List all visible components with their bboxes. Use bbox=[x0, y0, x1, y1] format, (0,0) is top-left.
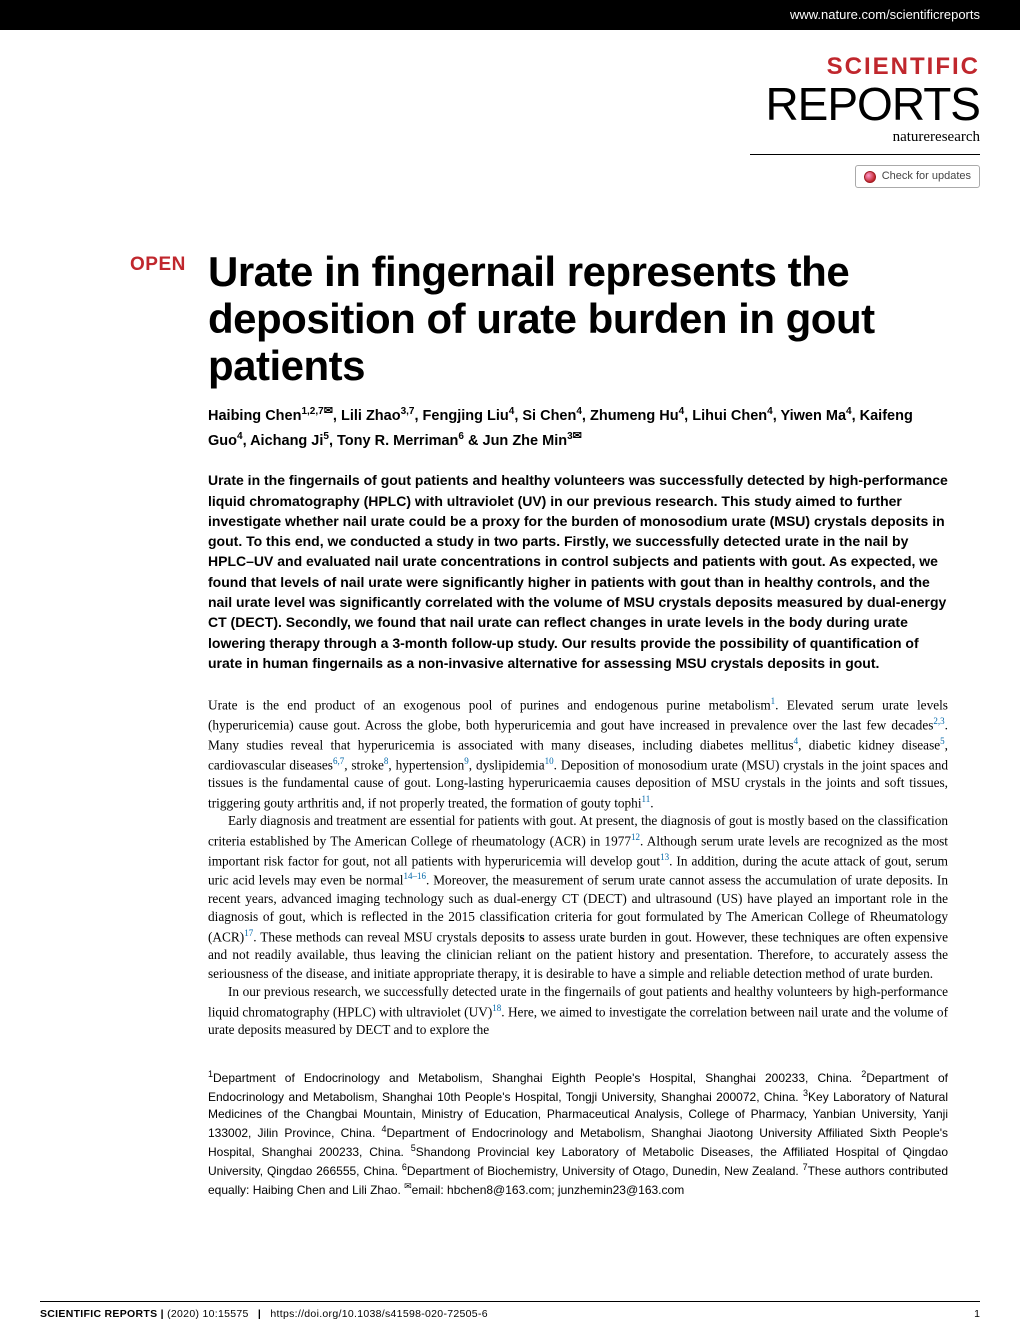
page-footer: SCIENTIFIC REPORTS | (2020) 10:15575 | h… bbox=[40, 1301, 980, 1322]
journal-url-bar: www.nature.com/scientificreports bbox=[0, 0, 1020, 30]
article-main: Urate in fingernail represents the depos… bbox=[208, 248, 948, 1199]
logo-reports: REPORTS bbox=[750, 84, 980, 125]
paragraph: In our previous research, we successfull… bbox=[208, 983, 948, 1039]
crossmark-icon bbox=[864, 171, 876, 183]
abstract: Urate in the fingernails of gout patient… bbox=[208, 470, 948, 673]
author-list: Haibing Chen1,2,7✉, Lili Zhao3,7, Fengji… bbox=[208, 403, 948, 452]
journal-url: www.nature.com/scientificreports bbox=[790, 7, 980, 22]
footer-left: SCIENTIFIC REPORTS | (2020) 10:15575 | h… bbox=[40, 1307, 488, 1322]
check-updates-button[interactable]: Check for updates bbox=[855, 165, 980, 188]
article-title: Urate in fingernail represents the depos… bbox=[208, 248, 948, 389]
paragraph: Early diagnosis and treatment are essent… bbox=[208, 812, 948, 983]
journal-logo: SCIENTIFIC REPORTS natureresearch bbox=[750, 50, 980, 148]
footer-journal: SCIENTIFIC REPORTS bbox=[40, 1308, 157, 1320]
affiliations: 1Department of Endocrinology and Metabol… bbox=[208, 1068, 948, 1199]
header-rule bbox=[750, 154, 980, 155]
footer-year-vol: (2020) 10:15575 bbox=[167, 1308, 249, 1320]
header-right: SCIENTIFIC REPORTS natureresearch Check … bbox=[750, 50, 980, 188]
check-updates-label: Check for updates bbox=[882, 169, 971, 184]
body-text: Urate is the end product of an exogenous… bbox=[208, 695, 948, 1039]
footer-page-number: 1 bbox=[974, 1307, 980, 1322]
footer-doi: https://doi.org/10.1038/s41598-020-72505… bbox=[270, 1308, 488, 1320]
open-access-badge: OPEN bbox=[130, 252, 186, 279]
logo-subbrand: natureresearch bbox=[750, 127, 980, 148]
paragraph: Urate is the end product of an exogenous… bbox=[208, 695, 948, 812]
